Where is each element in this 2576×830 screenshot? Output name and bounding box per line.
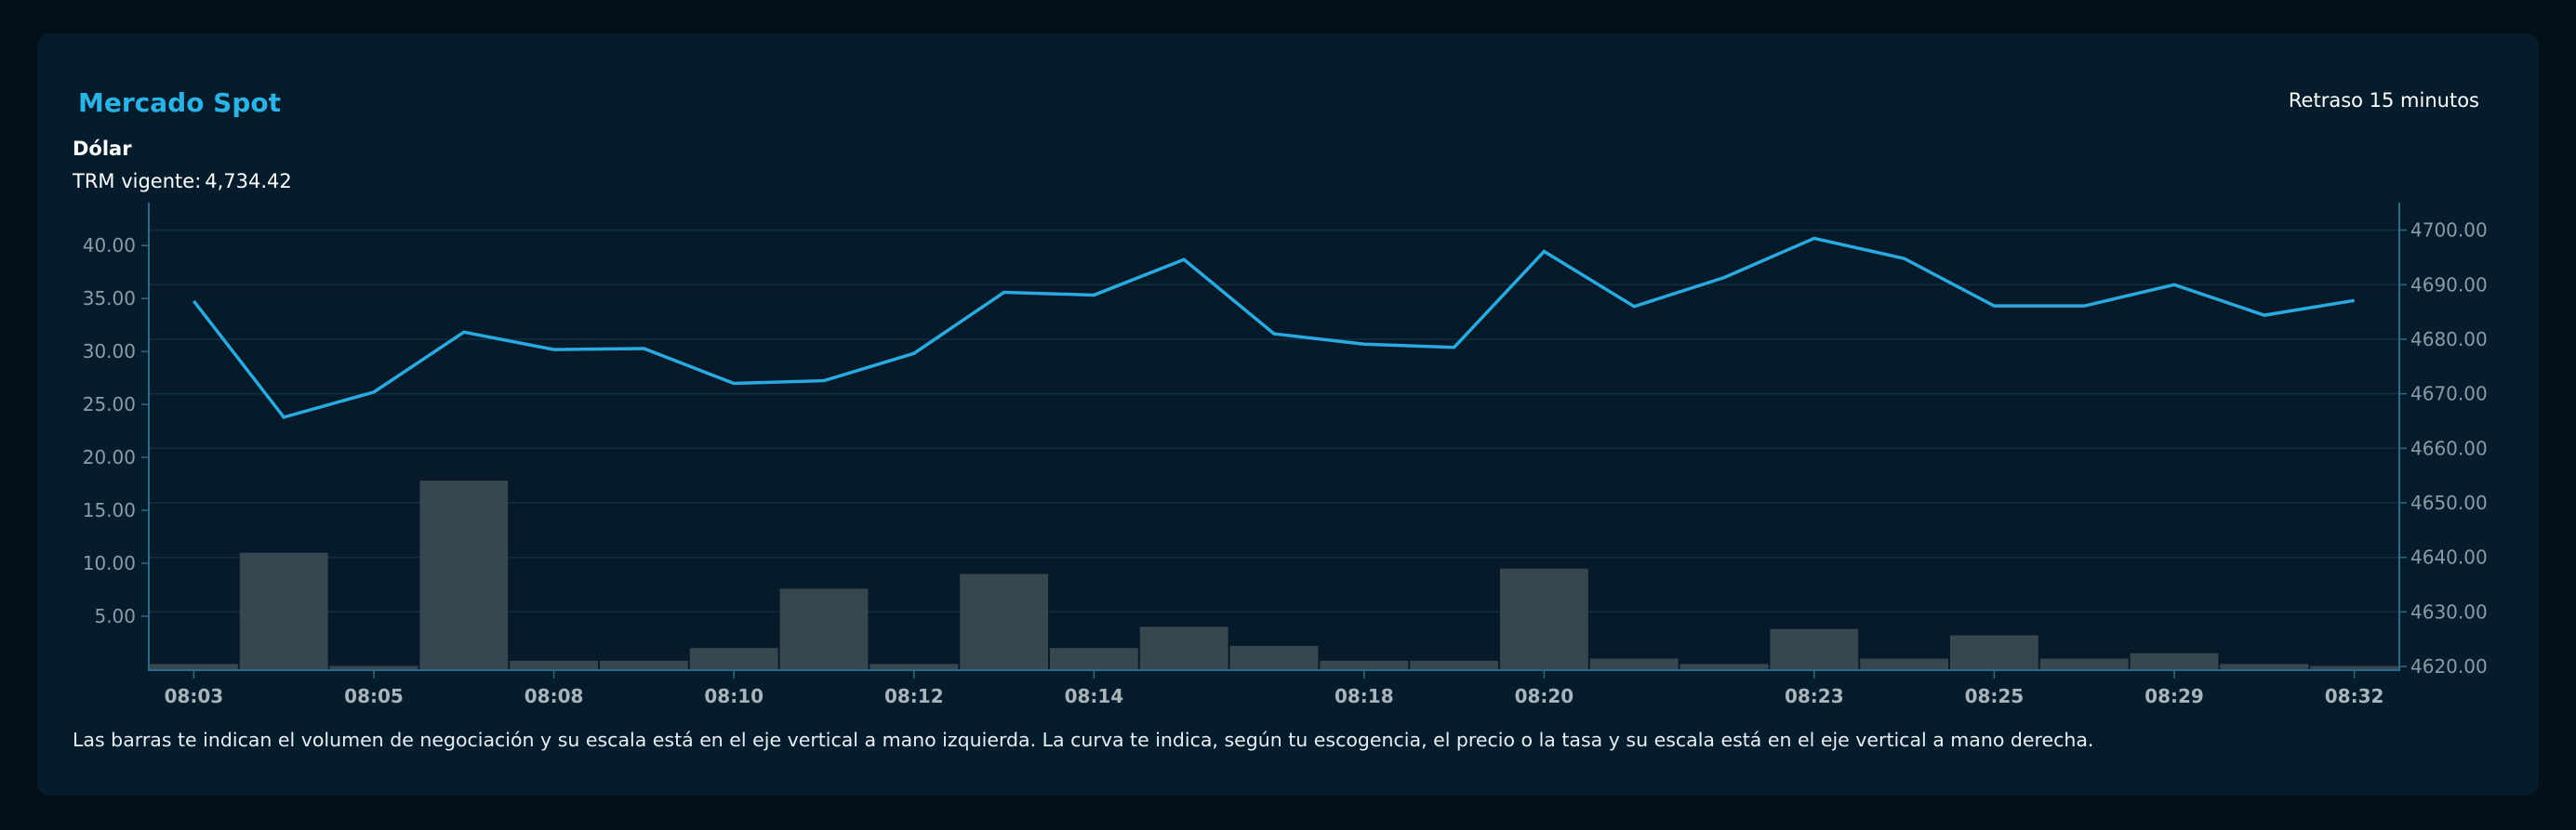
right-tick-label: 4690.00 <box>2410 273 2488 296</box>
left-tick-label: 35.00 <box>83 287 136 310</box>
volume-bar[interactable] <box>2220 664 2309 669</box>
left-tick-label: 40.00 <box>83 234 136 257</box>
x-tick-label: 08:14 <box>1065 685 1124 707</box>
volume-bar[interactable] <box>1589 658 1679 669</box>
volume-bar[interactable] <box>779 588 869 669</box>
price-line[interactable] <box>193 236 2355 419</box>
trm-label: TRM vigente: <box>73 170 202 192</box>
volume-bar[interactable] <box>1410 660 1498 669</box>
right-tick-label: 4650.00 <box>2410 492 2488 514</box>
spot-chart[interactable]: 5.00 10.00 15.00 20.00 25.00 30.00 35.00 40.00 4… <box>37 33 2539 796</box>
volume-bar[interactable] <box>1860 658 1948 669</box>
volume-bar[interactable] <box>2310 665 2398 669</box>
left-tick-label: 10.00 <box>83 552 136 574</box>
volume-bar[interactable] <box>600 660 688 669</box>
x-tick-label: 08:25 <box>1965 685 2025 707</box>
delay-label: Retraso 15 minutos <box>2288 89 2479 112</box>
x-tick-label: 08:05 <box>344 685 404 707</box>
left-tick-label: 20.00 <box>83 446 136 468</box>
x-tick-label: 08:18 <box>1334 685 1394 707</box>
x-tick-label: 08:29 <box>2144 685 2204 707</box>
volume-bar[interactable] <box>1050 648 1138 669</box>
volume-bar[interactable] <box>510 660 598 669</box>
trm-value: 4,734.42 <box>205 170 292 192</box>
x-tick-label: 08:20 <box>1515 685 1574 707</box>
market-card: Mercado Spot Retraso 15 minutos Dólar TR… <box>37 33 2539 796</box>
left-tick-label: 25.00 <box>83 393 136 415</box>
right-tick-label: 4670.00 <box>2410 383 2488 405</box>
volume-bar[interactable] <box>1680 664 1769 669</box>
asset-label: Dólar <box>73 138 132 160</box>
chart-note: Las barras te indican el volumen de nego… <box>73 729 2094 751</box>
volume-bar[interactable] <box>2130 652 2219 669</box>
right-tick-label: 4630.00 <box>2410 600 2488 623</box>
plot-area <box>149 214 2399 669</box>
x-tick-label: 08:08 <box>524 685 584 707</box>
volume-bar[interactable] <box>960 573 1048 669</box>
right-tick-label: 4620.00 <box>2410 655 2488 678</box>
volume-bar[interactable] <box>329 665 418 669</box>
volume-bar[interactable] <box>419 481 509 669</box>
volume-bar[interactable] <box>1500 568 1588 669</box>
volume-bar[interactable] <box>1320 660 1409 669</box>
trm-info: TRM vigente: 4,734.42 <box>73 170 292 192</box>
x-tick-label: 08:32 <box>2325 685 2384 707</box>
right-tick-label: 4700.00 <box>2410 219 2488 242</box>
x-tick-label: 08:23 <box>1785 685 1844 707</box>
volume-bar[interactable] <box>689 648 778 669</box>
x-tick-label: 08:03 <box>165 685 224 707</box>
x-tick-label: 08:10 <box>704 685 764 707</box>
volume-bar[interactable] <box>1770 628 1859 669</box>
left-tick-label: 30.00 <box>83 340 136 362</box>
x-tick-label: 08:12 <box>884 685 944 707</box>
right-tick-label: 4640.00 <box>2410 547 2488 569</box>
volume-bar[interactable] <box>1950 635 2038 669</box>
right-tick-label: 4680.00 <box>2410 328 2488 350</box>
right-tick-label: 4660.00 <box>2410 437 2488 459</box>
left-tick-label: 15.00 <box>83 499 136 521</box>
card-title: Mercado Spot <box>78 87 282 118</box>
volume-bar[interactable] <box>150 664 238 669</box>
volume-bar[interactable] <box>2039 658 2129 669</box>
volume-bar[interactable] <box>1229 645 1319 669</box>
left-tick-label: 5.00 <box>94 605 136 627</box>
volume-bar[interactable] <box>870 664 959 669</box>
volume-bar[interactable] <box>239 552 328 669</box>
volume-bar[interactable] <box>1139 626 1228 669</box>
